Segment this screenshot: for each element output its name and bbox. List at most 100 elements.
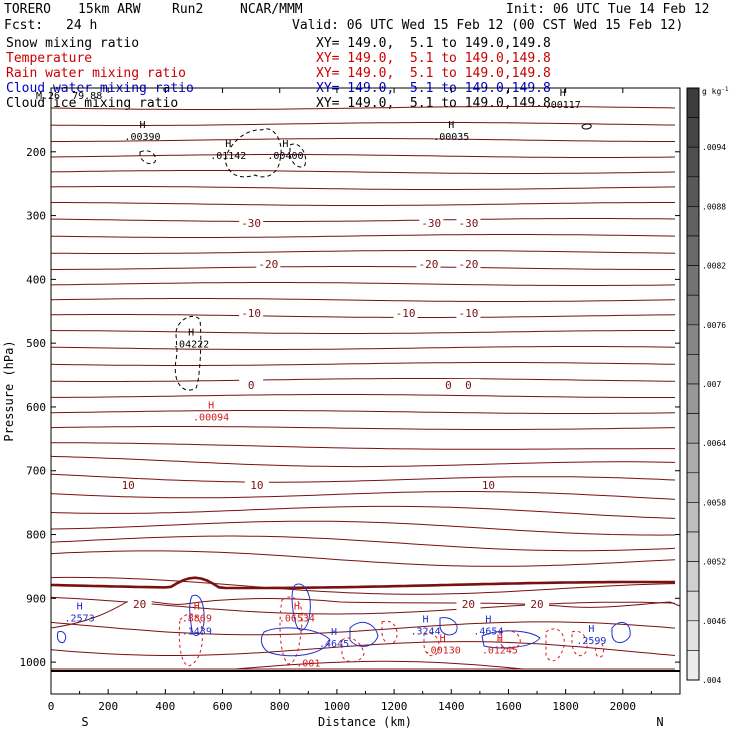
init-time: Init: 06 UTC Tue 14 Feb 12 <box>506 2 710 17</box>
isotherm-line <box>50 550 676 567</box>
isotherm-label-bg <box>436 379 461 391</box>
isotherm-label: 10 <box>122 479 135 492</box>
colorbar-tick-label: .0094 <box>702 143 726 152</box>
x-tick-label: 1000 <box>324 700 351 713</box>
hydrometeor-contour <box>499 630 521 650</box>
max-marker: H <box>208 401 214 412</box>
colorbar-tick-label: .0058 <box>702 498 726 507</box>
forecast-label: Fcst: <box>4 18 44 33</box>
isotherm-line <box>50 234 676 238</box>
x-tick-label: 1200 <box>381 700 408 713</box>
hydrometeor-contour <box>189 594 205 637</box>
colorbar-swatch <box>686 650 700 681</box>
hydrometeor-contour <box>439 617 458 636</box>
isotherm-line <box>51 442 675 450</box>
isotherm-label-bg <box>456 258 481 270</box>
isotherm-label: -20 <box>418 258 438 271</box>
isotherm-label-bg <box>127 598 152 610</box>
isotherm-line <box>50 410 676 414</box>
max-value-label: .3244 <box>410 626 440 637</box>
isotherm-label: -10 <box>396 307 416 320</box>
field-name-cloud-ice: Cloud ice mixing ratio <box>6 96 179 111</box>
isotherm-line <box>51 202 675 206</box>
colorbar: .0094 .0088 .0082 .0076 .007 .0064 .0058 .0052.… <box>686 87 726 685</box>
max-value-label: .4654 <box>473 626 503 637</box>
field-xy-cloud-ice: XY= 149.0, 5.1 to 149.0,149.8 <box>316 96 551 111</box>
isotherm-label-bg <box>456 217 481 229</box>
max-value-label: .2599 <box>576 636 606 647</box>
hydrometeor-contour <box>423 632 440 657</box>
max-marker: H <box>440 634 446 645</box>
isotherm-line <box>50 282 676 286</box>
field-xy-snow: XY= 149.0, 5.1 to 149.0,149.8 <box>316 36 551 51</box>
isotherm-line <box>50 621 676 636</box>
hydrometeor-contour <box>289 143 307 168</box>
max-marker: H <box>77 602 83 613</box>
overlap-label: M.26 79.88 <box>36 91 103 102</box>
colorbar-tick-label: .0088 <box>702 202 726 211</box>
max-marker: H <box>560 88 566 99</box>
plot-header: TORERO 15km ARW Run2 NCAR/MMM Init: 06 U… <box>0 0 740 115</box>
max-marker: H <box>282 139 288 150</box>
colorbar-swatch <box>686 531 700 562</box>
y-tick-label: 800 <box>26 529 46 542</box>
colorbar-frame <box>686 87 700 681</box>
isotherm-line <box>50 576 676 595</box>
colorbar-swatch <box>686 146 700 178</box>
max-value-label: .01245 <box>482 646 518 657</box>
y-tick-label: 1000 <box>20 656 47 669</box>
max-value-label: .06534 <box>279 614 315 625</box>
hydrometeor-contour <box>611 621 631 643</box>
max-value-label: .00117 <box>545 100 581 111</box>
hydrometeor-contour <box>595 642 605 658</box>
colorbar-swatch <box>686 561 700 592</box>
isotherm-label: 0 <box>445 379 452 392</box>
colorbar-tick-label: .0046 <box>702 617 726 626</box>
isotherm-label-bg <box>393 307 418 319</box>
isotherm-label-bg <box>525 598 550 610</box>
isotherm-label: 0 <box>465 379 472 392</box>
hydrometeor-contour <box>224 128 282 178</box>
colorbar-tick-label: .0064 <box>702 439 726 448</box>
max-value-label: .1439 <box>182 626 212 637</box>
colorbar-swatch <box>686 354 700 385</box>
isotherm-label: 10 <box>250 479 263 492</box>
colorbar-swatch <box>686 176 700 207</box>
y-axis-label: Pressure (hPa) <box>2 340 16 441</box>
x-tick-label: 2000 <box>610 700 637 713</box>
isotherm-line <box>50 250 676 254</box>
isotherm-label-bg <box>416 258 441 270</box>
isotherm-line <box>51 394 675 398</box>
colorbar-swatch <box>686 502 700 533</box>
isotherm-label-bg <box>239 307 264 319</box>
isotherm-line <box>50 362 676 366</box>
colorbar-swatch <box>686 294 700 326</box>
max-value-label: .001 <box>296 658 320 669</box>
max-marker: H <box>225 139 231 150</box>
valid-time: Valid: 06 UTC Wed 15 Feb 12 (00 CST Wed … <box>292 18 684 33</box>
colorbar-tick-label: .0052 <box>702 558 726 567</box>
field-name-rain: Rain water mixing ratio <box>6 66 187 81</box>
hydrometeor-contour <box>349 621 379 647</box>
x-tick-label: 200 <box>98 700 118 713</box>
isotherm-label: 20 <box>133 598 146 611</box>
colorbar-swatch <box>686 87 700 118</box>
field-name-snow: Snow mixing ratio <box>6 36 140 51</box>
colorbar-swatch <box>686 413 700 444</box>
hydrometeor-contour <box>260 627 331 657</box>
colorbar-swatch <box>686 383 700 414</box>
x-tick-label: 1400 <box>438 700 465 713</box>
isotherm-line <box>50 473 676 483</box>
max-value-label: .04222 <box>173 339 209 350</box>
colorbar-tick-label: .007 <box>702 380 721 389</box>
north-end-label: N <box>656 715 663 729</box>
colorbar-tick-label: .0082 <box>702 262 726 271</box>
colorbar-swatch <box>686 442 700 474</box>
isotherm-label: 10 <box>482 479 495 492</box>
isotherm-label: 0 <box>248 379 255 392</box>
max-marker: H <box>294 602 300 613</box>
isotherm-line <box>50 122 675 126</box>
colorbar-swatch <box>686 324 700 355</box>
organization: NCAR/MMM <box>240 2 303 17</box>
